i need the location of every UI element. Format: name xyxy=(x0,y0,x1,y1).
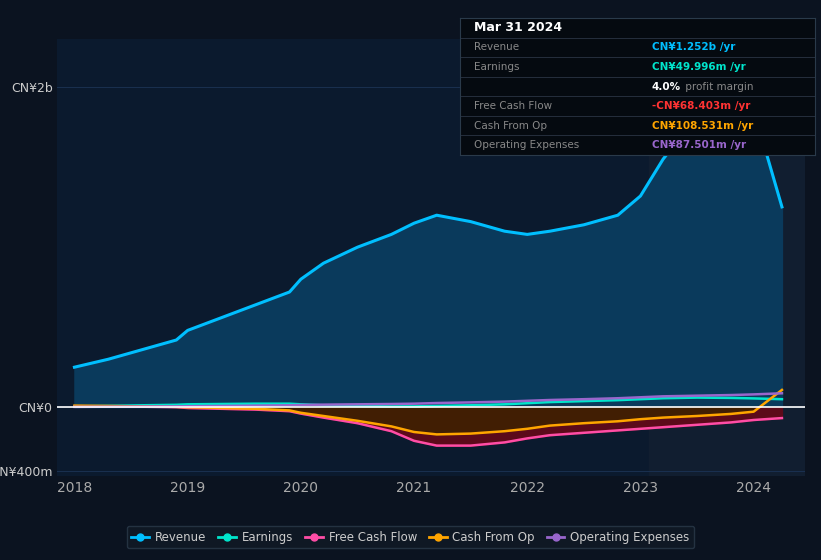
Text: Earnings: Earnings xyxy=(475,62,520,72)
Text: CN¥108.531m /yr: CN¥108.531m /yr xyxy=(652,120,753,130)
Text: Operating Expenses: Operating Expenses xyxy=(475,140,580,150)
Text: 4.0%: 4.0% xyxy=(652,82,681,91)
Text: profit margin: profit margin xyxy=(682,82,754,91)
Text: CN¥49.996m /yr: CN¥49.996m /yr xyxy=(652,62,745,72)
Text: CN¥1.252b /yr: CN¥1.252b /yr xyxy=(652,43,735,52)
Bar xyxy=(649,39,805,476)
Text: Revenue: Revenue xyxy=(475,43,520,52)
Legend: Revenue, Earnings, Free Cash Flow, Cash From Op, Operating Expenses: Revenue, Earnings, Free Cash Flow, Cash … xyxy=(126,526,695,548)
Text: Free Cash Flow: Free Cash Flow xyxy=(475,101,553,111)
Text: Mar 31 2024: Mar 31 2024 xyxy=(475,21,562,34)
Text: -CN¥68.403m /yr: -CN¥68.403m /yr xyxy=(652,101,750,111)
Text: CN¥87.501m /yr: CN¥87.501m /yr xyxy=(652,140,745,150)
Text: Cash From Op: Cash From Op xyxy=(475,120,548,130)
